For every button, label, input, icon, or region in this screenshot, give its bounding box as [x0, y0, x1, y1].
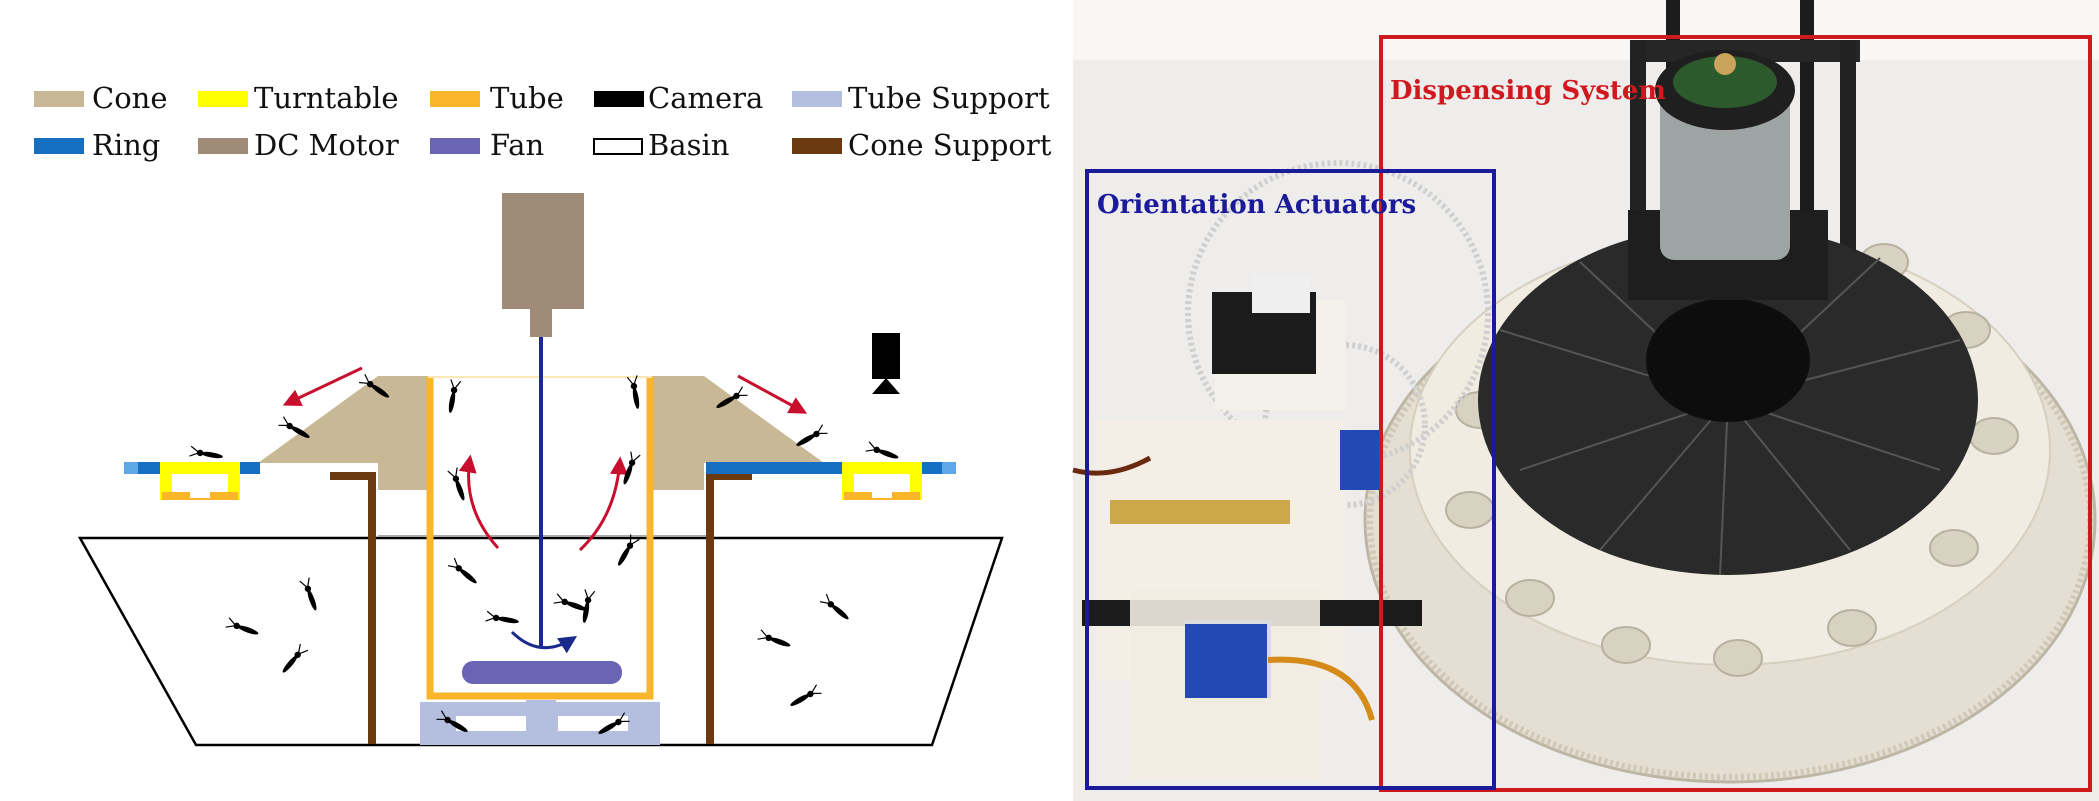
legend-swatch-fan — [430, 138, 480, 154]
legend-swatch-dc-motor — [198, 138, 248, 154]
servo-horn — [1252, 275, 1310, 313]
cone-support — [330, 472, 376, 480]
cone-support — [368, 474, 376, 744]
legend-swatch-turntable — [198, 91, 248, 107]
legend-swatch-tube — [430, 91, 480, 107]
legend-item-fan: Fan — [430, 128, 544, 162]
legend-item-camera: Camera — [594, 81, 763, 115]
legend-item-turntable: Turntable — [198, 81, 399, 115]
legend-swatch-basin — [593, 138, 643, 155]
photo-motor-board — [1673, 56, 1777, 108]
orientation-actuators-label: Orientation Actuators — [1097, 190, 1416, 220]
servo-cable — [1072, 455, 1152, 476]
photo-motor-shaft — [1714, 53, 1736, 75]
legend-item-cone: Cone — [34, 81, 168, 115]
legend-label-ring: Ring — [92, 128, 160, 162]
legend-swatch-tube-support — [792, 91, 842, 107]
tube-support-slot — [456, 716, 526, 731]
tube — [426, 376, 654, 700]
legend-label-camera: Camera — [648, 81, 763, 115]
photo: Dispensing System Orientation Actuators — [1072, 0, 2099, 801]
legend-swatch-cone-support — [792, 138, 842, 154]
legend-swatch-cone — [34, 91, 84, 107]
dc-motor — [502, 193, 584, 309]
fan-rotation-arrow — [510, 630, 578, 654]
servo-cable — [1267, 656, 1375, 721]
fan — [462, 661, 622, 684]
cone-support — [706, 472, 752, 480]
legend-label-fan: Fan — [490, 128, 544, 162]
dispensing-system-box — [1379, 35, 2092, 792]
legend-item-dc-motor: DC Motor — [198, 128, 399, 162]
legend-label-turntable: Turntable — [254, 81, 399, 115]
photo-table-edge — [1073, 0, 2099, 60]
cone — [258, 376, 428, 490]
dc-motor-shaft-housing — [530, 309, 552, 337]
cone-opening — [1646, 298, 1810, 422]
legend-item-basin: Basin — [593, 128, 729, 162]
transparent-gear — [1262, 342, 1428, 508]
airflow-arrow — [737, 374, 808, 414]
rack-gear — [1110, 500, 1290, 524]
legend-label-dc-motor: DC Motor — [254, 128, 399, 162]
legend-swatch-ring — [34, 138, 84, 154]
legend-swatch-camera — [594, 91, 644, 107]
schematic — [77, 193, 1004, 747]
legend-label-cone-support: Cone Support — [848, 128, 1052, 162]
legend: Cone Turntable Tube Camera Tube Support … — [34, 81, 1052, 162]
cone — [652, 376, 824, 490]
legend-label-tube: Tube — [490, 81, 564, 115]
dispensing-system-label: Dispensing System — [1390, 76, 1666, 106]
photo-motor — [1660, 90, 1790, 260]
servo-blue-small — [1340, 430, 1380, 490]
airflow-arrow — [578, 456, 628, 552]
turntable-right — [706, 462, 956, 500]
orientation-actuators-box — [1085, 169, 1496, 790]
legend-label-cone: Cone — [92, 81, 168, 115]
airflow-arrow — [282, 366, 363, 406]
camera — [872, 333, 900, 394]
airflow-arrow — [458, 454, 500, 550]
legend-label-tube-support: Tube Support — [848, 81, 1050, 115]
legend-item-cone-support: Cone Support — [792, 128, 1052, 162]
servo-blue — [1185, 624, 1267, 698]
cone-support — [706, 474, 714, 744]
legend-label-basin: Basin — [648, 128, 729, 162]
legend-item-tube-support: Tube Support — [792, 81, 1050, 115]
legend-item-tube: Tube — [430, 81, 564, 115]
turntable-left — [124, 462, 260, 500]
legend-item-ring: Ring — [34, 128, 160, 162]
